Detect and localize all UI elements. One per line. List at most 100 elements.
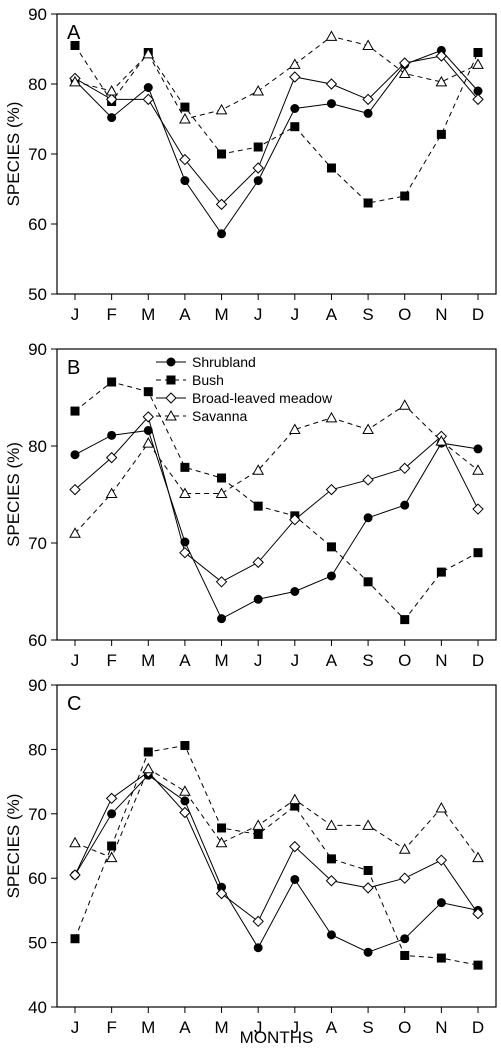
legend-marker [165,409,177,421]
series-line [74,381,479,621]
data-point [472,503,484,515]
y-tick-label: 80 [28,740,47,759]
x-tick-label: D [472,305,484,324]
data-point [288,793,301,805]
x-tick-label: D [472,1018,484,1037]
plot-frame [56,348,497,641]
x-tick-label: M [214,651,228,670]
data-point [362,39,374,50]
data-point [435,435,448,446]
data-point [363,947,373,957]
x-tick-label: M [141,651,155,670]
x-tick-label: F [106,651,116,670]
data-point [326,854,336,864]
series-line [74,49,479,235]
data-point [290,874,300,884]
data-point [436,953,446,963]
x-tick-label: N [435,651,447,670]
data-point [400,615,410,625]
x-tick-label: F [106,1018,116,1037]
y-tick-label: 50 [28,934,47,953]
data-point [325,411,338,423]
data-point [398,67,411,78]
data-point [180,462,190,472]
data-point [288,423,301,435]
data-point [435,50,448,62]
data-point [400,500,410,510]
x-tick-label: M [214,1018,228,1037]
data-point [180,796,190,806]
data-point [398,843,411,854]
series-line [74,415,479,583]
x-tick-label: A [326,651,338,670]
data-point [69,836,81,848]
panel-label: A [67,22,81,44]
data-point [105,451,118,464]
data-point [435,801,448,813]
data-point [217,614,227,624]
x-tick-label: S [362,1018,373,1037]
y-tick-label: 90 [28,5,47,24]
data-point [289,71,301,83]
data-point [70,450,80,460]
data-point [70,406,80,416]
data-point [362,882,374,894]
data-point [180,176,190,186]
data-point [252,556,264,569]
data-point [69,483,81,496]
x-tick-label: O [398,1018,411,1037]
data-point [143,83,153,92]
data-point [107,809,117,819]
legend-label: Shrubland [192,354,256,370]
y-axis-label: SPECIES (%) [4,442,23,547]
data-point [69,869,81,881]
legend-label: Broad-leaved meadow [192,390,333,406]
data-point [217,149,227,159]
series-line [74,55,479,206]
data-point [105,487,118,499]
x-tick-label: J [71,1018,80,1037]
y-axis-label: SPECIES (%) [4,794,23,899]
data-point [215,576,228,588]
data-point [70,41,80,50]
data-point [473,960,483,970]
y-tick-label: 90 [28,340,47,359]
x-tick-label: M [141,1018,155,1037]
y-tick-label: 70 [28,534,47,553]
data-point [143,387,153,397]
x-tick-label: O [398,651,411,670]
legend-label: Savanna [192,408,247,424]
data-point [436,898,446,908]
panel-label: B [67,357,80,379]
data-point [142,47,155,59]
data-point [253,943,263,953]
legend-marker [165,392,177,404]
data-point [179,153,191,166]
data-point [363,513,373,523]
data-point [253,142,263,152]
series-line [74,429,479,620]
series-line [74,45,479,204]
legend-label: Bush [192,372,224,388]
x-tick-label: A [179,305,191,324]
data-point [472,907,484,920]
x-tick-label: S [362,305,373,324]
x-tick-label: M [141,305,155,324]
data-point [69,527,81,538]
data-point [400,191,410,201]
plot-frame [56,684,497,1008]
y-tick-label: 80 [28,75,47,94]
y-tick-label: 40 [28,998,47,1017]
y-tick-label: 80 [28,437,47,456]
x-tick-label: J [254,305,263,324]
data-point [180,102,190,112]
data-point [435,854,448,866]
data-point [107,377,117,387]
data-point [362,423,374,435]
data-point [252,84,265,96]
x-tick-label: J [71,651,80,670]
data-point [142,437,155,448]
data-point [325,483,338,496]
data-point [399,872,411,884]
data-point [325,875,338,887]
